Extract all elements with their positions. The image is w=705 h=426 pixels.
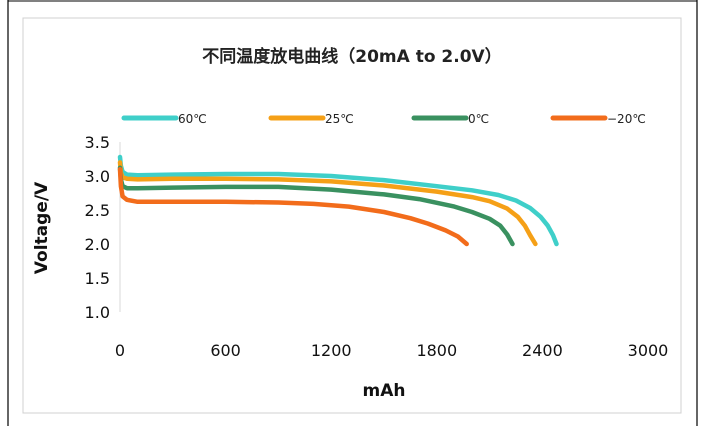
chart-title: 不同温度放电曲线（20mA to 2.0V）	[202, 46, 501, 67]
y-tick-label: 1.0	[85, 303, 110, 322]
x-tick-labels: 0 600 1200 1800 2400 3000	[115, 341, 668, 360]
x-tick-label: 1200	[311, 341, 352, 360]
x-tick-label: 2400	[522, 341, 563, 360]
y-tick-label: 2.5	[85, 201, 110, 220]
y-tick-label: 2.0	[85, 235, 110, 254]
legend-label-2: 0℃	[468, 112, 489, 126]
series-line-3	[117, 166, 469, 247]
y-axis-label: Voltage/V	[32, 181, 52, 274]
series-layer	[117, 154, 559, 247]
legend-label-0: 60℃	[178, 112, 207, 126]
series-line-1	[117, 160, 538, 247]
x-tick-label: 1800	[416, 341, 457, 360]
x-tick-label: 3000	[628, 341, 669, 360]
series-line-0	[117, 154, 559, 247]
x-axis-label: mAh	[363, 381, 406, 401]
x-tick-label: 0	[115, 341, 125, 360]
legend-label-3: −20℃	[607, 112, 646, 126]
y-tick-label: 1.5	[85, 269, 110, 288]
chart-area-border	[22, 17, 682, 414]
y-tick-label: 3.0	[85, 167, 110, 186]
series-line-2	[117, 165, 515, 247]
x-tick-label: 600	[210, 341, 241, 360]
y-tick-labels: 1.0 1.5 2.0 2.5 3.0 3.5	[85, 133, 110, 322]
legend: 60℃ 25℃ 0℃ −20℃	[121, 112, 646, 126]
legend-label-1: 25℃	[325, 112, 354, 126]
y-tick-label: 3.5	[85, 133, 110, 152]
